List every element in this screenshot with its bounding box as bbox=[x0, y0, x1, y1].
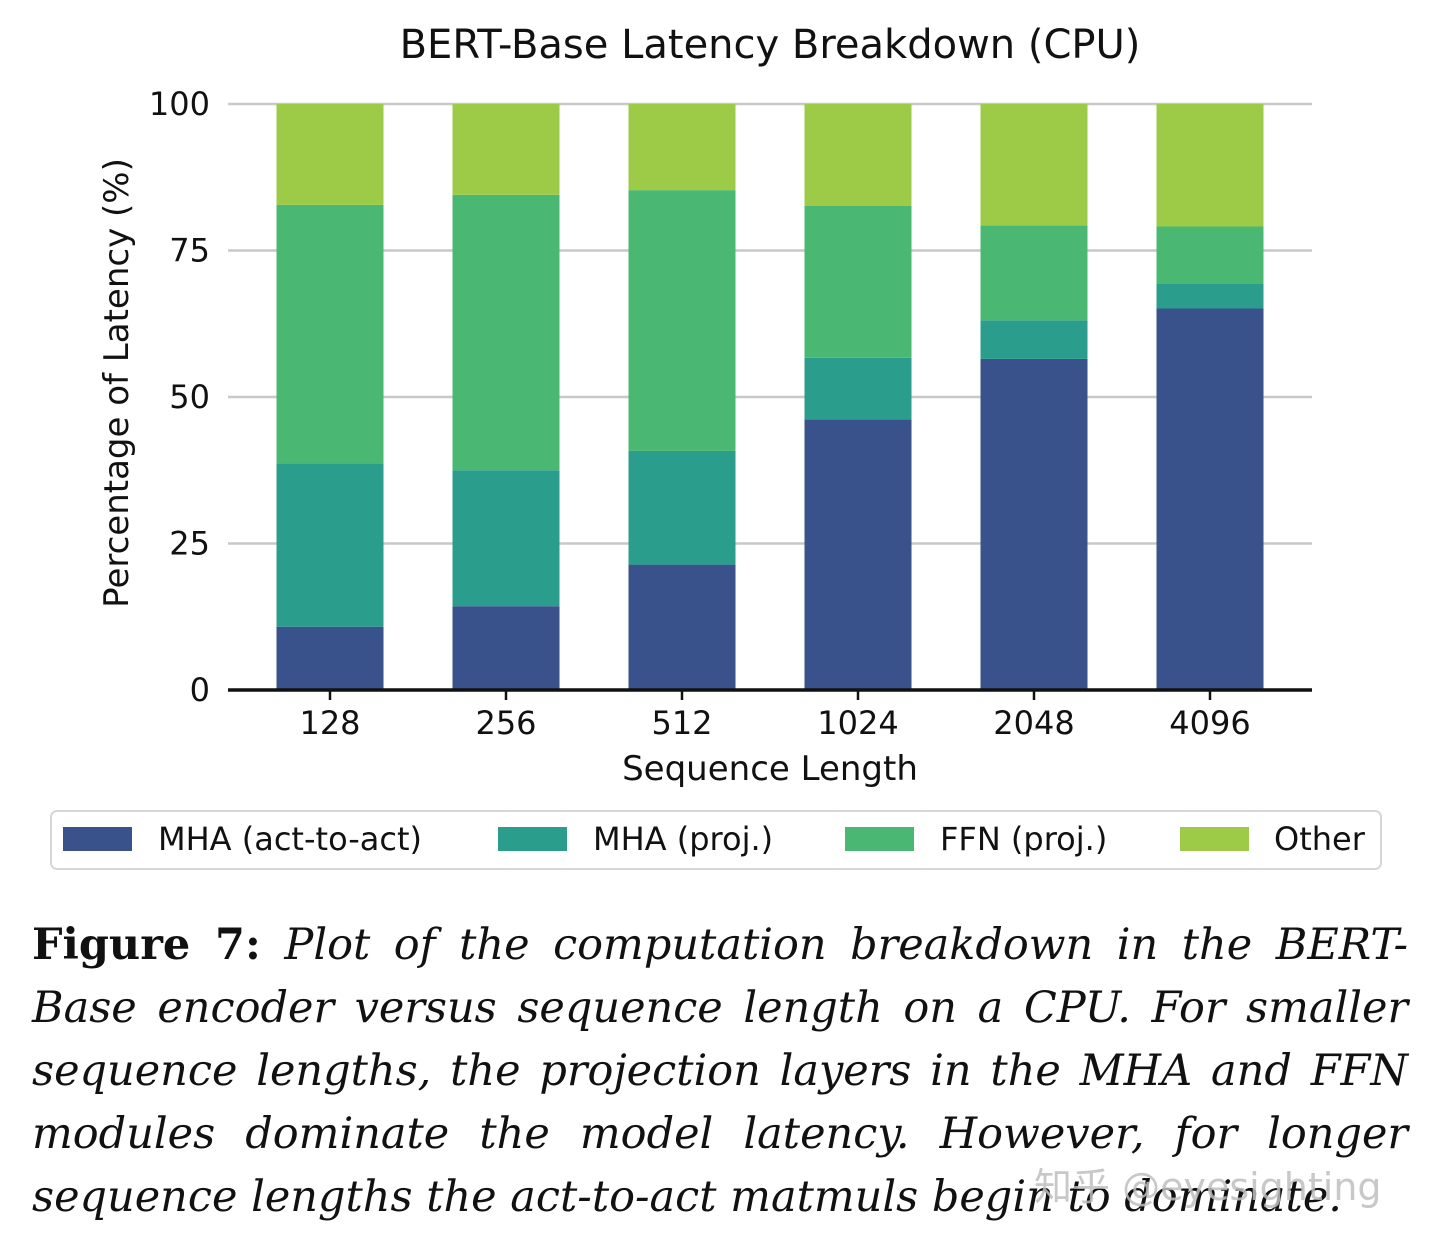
latency-breakdown-chart: BERT-Base Latency Breakdown (CPU) 0 25 50 7… bbox=[50, 22, 1382, 870]
legend-swatch bbox=[845, 827, 914, 851]
bar-segment bbox=[1156, 283, 1264, 309]
legend-label: MHA (proj.) bbox=[593, 820, 773, 858]
legend-swatch bbox=[1180, 827, 1249, 851]
x-tick-label: 512 bbox=[651, 704, 712, 742]
x-tick-label: 1024 bbox=[817, 704, 898, 742]
bar-segment bbox=[628, 104, 736, 191]
legend-label: Other bbox=[1274, 820, 1366, 858]
bar-segment bbox=[1156, 226, 1264, 284]
y-axis-label: Percentage of Latency (%) bbox=[97, 158, 137, 608]
bar-segment bbox=[804, 104, 912, 206]
bar-segment bbox=[276, 463, 384, 627]
y-tick-labels: 0 25 50 75 100 bbox=[149, 85, 210, 709]
bar-segment bbox=[804, 357, 912, 420]
bar-segment bbox=[452, 194, 560, 471]
x-axis-label: Sequence Length bbox=[622, 749, 918, 789]
bar-segment bbox=[628, 190, 736, 451]
bar-segment bbox=[980, 358, 1088, 690]
legend-swatch bbox=[498, 827, 567, 851]
bar-segment bbox=[276, 104, 384, 205]
gridlines bbox=[228, 102, 1312, 545]
caption-text: Plot of the computation breakdown in the… bbox=[32, 920, 1409, 1222]
chart-title: BERT-Base Latency Breakdown (CPU) bbox=[400, 22, 1141, 68]
x-tick-label: 4096 bbox=[1169, 704, 1250, 742]
bar-segment bbox=[452, 470, 560, 607]
bar-segment bbox=[1156, 308, 1264, 690]
bar-segment bbox=[628, 450, 736, 565]
watermark: 知乎 @eyesighting bbox=[1034, 1165, 1382, 1209]
bar-segment bbox=[452, 104, 560, 195]
bar-segment bbox=[804, 205, 912, 358]
bar-segment bbox=[628, 564, 736, 690]
bar-segment bbox=[804, 419, 912, 690]
y-tick-label: 50 bbox=[169, 378, 210, 416]
legend: MHA (act-to-act) MHA (proj.) FFN (proj.) Ot… bbox=[50, 810, 1382, 870]
bar-segment bbox=[980, 104, 1088, 226]
y-tick-label: 100 bbox=[149, 85, 210, 123]
y-tick-label: 25 bbox=[169, 525, 210, 563]
legend-frame bbox=[50, 810, 1382, 870]
legend-label: MHA (act-to-act) bbox=[158, 820, 422, 858]
x-tick-labels: 128 256 512 1024 2048 4096 bbox=[299, 704, 1250, 742]
legend-swatch bbox=[63, 827, 132, 851]
axes bbox=[228, 688, 1312, 700]
y-tick-label: 75 bbox=[169, 232, 210, 270]
bar-segment bbox=[276, 204, 384, 464]
legend-label: FFN (proj.) bbox=[940, 820, 1107, 858]
x-tick-label: 2048 bbox=[993, 704, 1074, 742]
caption-label: Figure 7: bbox=[32, 920, 261, 970]
figure-caption: Figure 7: Plot of the computation breakd… bbox=[32, 914, 1408, 1229]
bar-segment bbox=[452, 606, 560, 690]
y-tick-label: 0 bbox=[190, 671, 210, 709]
bar-segment bbox=[276, 626, 384, 690]
x-tick-label: 128 bbox=[299, 704, 360, 742]
bars bbox=[276, 104, 1264, 690]
bar-segment bbox=[1156, 104, 1264, 227]
x-tick-label: 256 bbox=[475, 704, 536, 742]
bar-segment bbox=[980, 225, 1088, 321]
bar-segment bbox=[980, 320, 1088, 359]
